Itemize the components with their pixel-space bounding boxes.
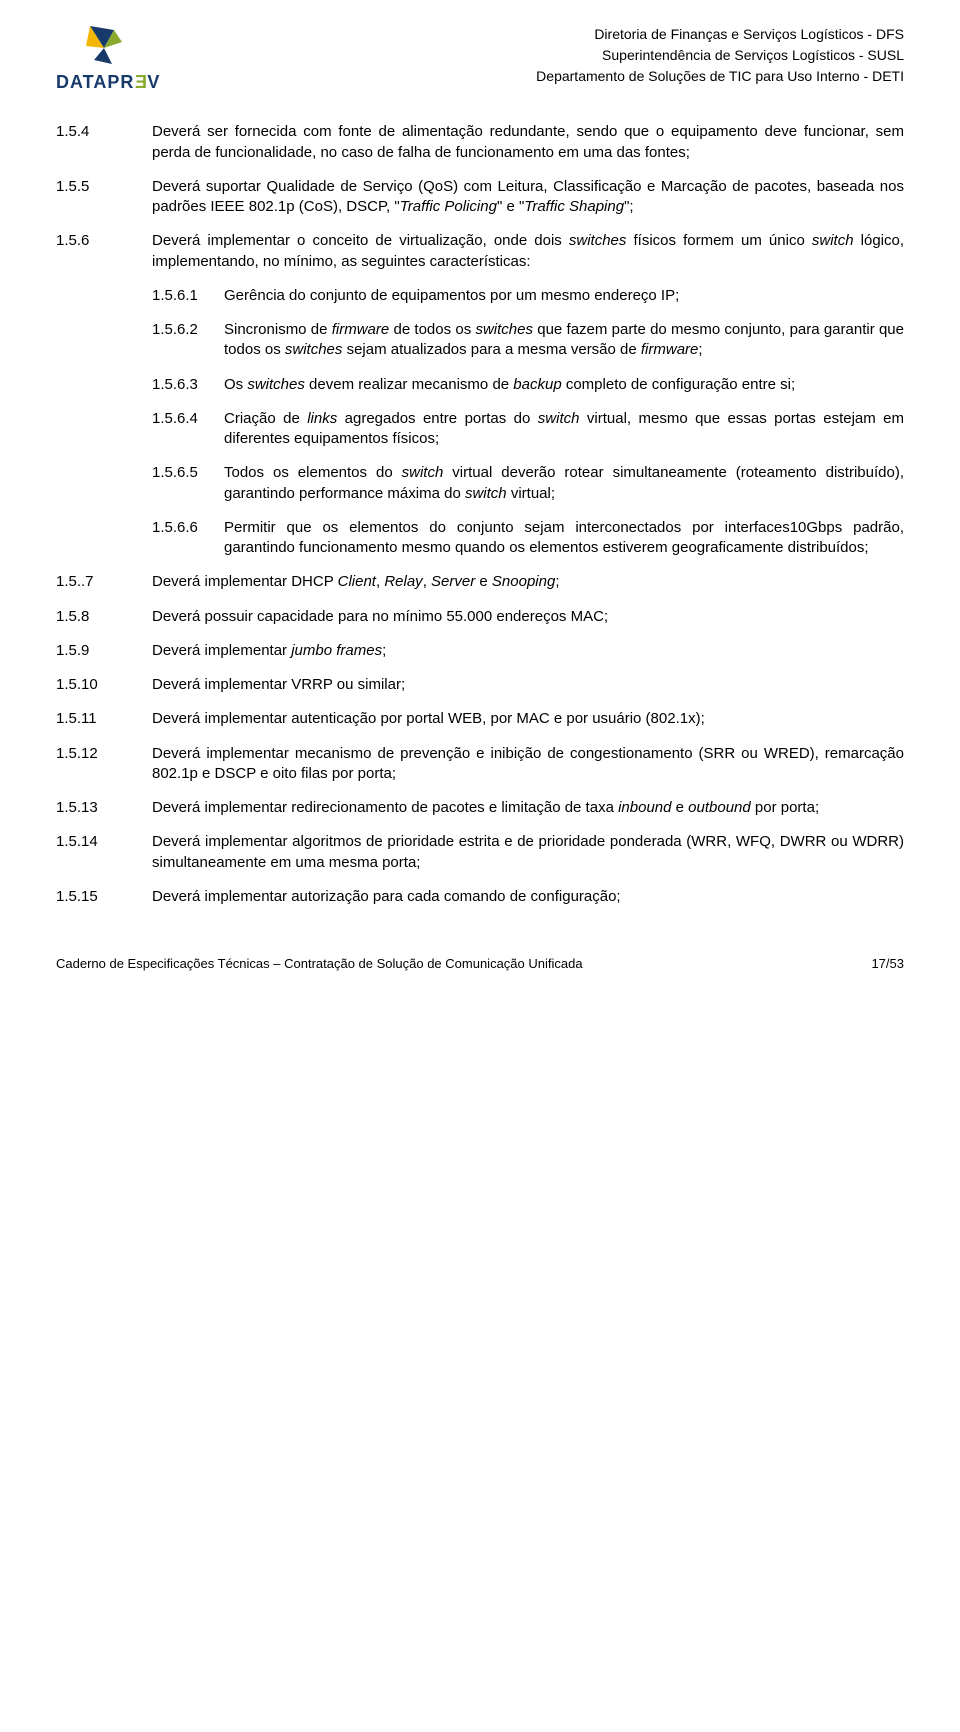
spec-item: 1.5.12 Deverá implementar mecanismo de p… xyxy=(56,744,904,785)
spec-item: 1.5.8 Deverá possuir capacidade para no … xyxy=(56,607,904,627)
spec-item: 1.5.13 Deverá implementar redirecionamen… xyxy=(56,798,904,818)
item-number: 1.5.11 xyxy=(56,709,152,729)
item-number: 1.5.10 xyxy=(56,675,152,695)
item-text: Deverá implementar o conceito de virtual… xyxy=(152,231,904,272)
item-number: 1.5..7 xyxy=(56,572,152,592)
spec-subitem: 1.5.6.4 Criação de links agregados entre… xyxy=(152,409,904,450)
item-text: Todos os elementos do switch virtual dev… xyxy=(224,463,904,504)
item-number: 1.5.6.4 xyxy=(152,409,224,450)
header-line: Departamento de Soluções de TIC para Uso… xyxy=(536,66,904,87)
item-number: 1.5.5 xyxy=(56,177,152,218)
item-number: 1.5.8 xyxy=(56,607,152,627)
spec-item: 1.5.10 Deverá implementar VRRP ou simila… xyxy=(56,675,904,695)
item-text: Os switches devem realizar mecanismo de … xyxy=(224,375,904,395)
item-text: Sincronismo de firmware de todos os swit… xyxy=(224,320,904,361)
item-number: 1.5.15 xyxy=(56,887,152,907)
header-org-lines: Diretoria de Finanças e Serviços Logísti… xyxy=(536,24,904,87)
spec-item: 1.5.6 Deverá implementar o conceito de v… xyxy=(56,231,904,272)
item-number: 1.5.6.5 xyxy=(152,463,224,504)
item-number: 1.5.4 xyxy=(56,122,152,163)
spec-item: 1.5.11 Deverá implementar autenticação p… xyxy=(56,709,904,729)
page-footer: Caderno de Especificações Técnicas – Con… xyxy=(56,955,904,973)
item-text: Deverá suportar Qualidade de Serviço (Qo… xyxy=(152,177,904,218)
item-number: 1.5.6.6 xyxy=(152,518,224,559)
item-text: Permitir que os elementos do conjunto se… xyxy=(224,518,904,559)
item-number: 1.5.13 xyxy=(56,798,152,818)
spec-subitem: 1.5.6.3 Os switches devem realizar mecan… xyxy=(152,375,904,395)
logo-icon xyxy=(84,24,124,68)
item-text: Deverá implementar DHCP Client, Relay, S… xyxy=(152,572,904,592)
spec-subitem: 1.5.6.1 Gerência do conjunto de equipame… xyxy=(152,286,904,306)
item-text: Gerência do conjunto de equipamentos por… xyxy=(224,286,904,306)
spec-subitem: 1.5.6.2 Sincronismo de firmware de todos… xyxy=(152,320,904,361)
logo-block: DATAPREV xyxy=(56,24,160,94)
header-line: Diretoria de Finanças e Serviços Logísti… xyxy=(536,24,904,45)
spec-item: 1.5.4 Deverá ser fornecida com fonte de … xyxy=(56,122,904,163)
item-text: Deverá possuir capacidade para no mínimo… xyxy=(152,607,904,627)
item-text: Deverá ser fornecida com fonte de alimen… xyxy=(152,122,904,163)
item-text: Deverá implementar algoritmos de priorid… xyxy=(152,832,904,873)
footer-title: Caderno de Especificações Técnicas – Con… xyxy=(56,955,583,973)
item-text: Deverá implementar autenticação por port… xyxy=(152,709,904,729)
spec-subitem: 1.5.6.6 Permitir que os elementos do con… xyxy=(152,518,904,559)
spec-item: 1.5.9 Deverá implementar jumbo frames; xyxy=(56,641,904,661)
item-text: Deverá implementar jumbo frames; xyxy=(152,641,904,661)
item-text: Criação de links agregados entre portas … xyxy=(224,409,904,450)
brand-flip-letter: E xyxy=(134,70,147,94)
item-number: 1.5.6.1 xyxy=(152,286,224,306)
sub-items: 1.5.6.1 Gerência do conjunto de equipame… xyxy=(152,286,904,559)
item-text: Deverá implementar mecanismo de prevençã… xyxy=(152,744,904,785)
spec-item: 1.5.15 Deverá implementar autorização pa… xyxy=(56,887,904,907)
item-number: 1.5.9 xyxy=(56,641,152,661)
spec-item: 1.5.14 Deverá implementar algoritmos de … xyxy=(56,832,904,873)
item-text: Deverá implementar autorização para cada… xyxy=(152,887,904,907)
item-number: 1.5.12 xyxy=(56,744,152,785)
brand-suffix: V xyxy=(147,72,160,92)
spec-item: 1.5..7 Deverá implementar DHCP Client, R… xyxy=(56,572,904,592)
item-number: 1.5.6.3 xyxy=(152,375,224,395)
item-text: Deverá implementar redirecionamento de p… xyxy=(152,798,904,818)
item-number: 1.5.6 xyxy=(56,231,152,272)
page-number: 17/53 xyxy=(871,955,904,973)
page-header: DATAPREV Diretoria de Finanças e Serviço… xyxy=(56,24,904,94)
item-number: 1.5.14 xyxy=(56,832,152,873)
header-line: Superintendência de Serviços Logísticos … xyxy=(536,45,904,66)
item-number: 1.5.6.2 xyxy=(152,320,224,361)
spec-subitem: 1.5.6.5 Todos os elementos do switch vir… xyxy=(152,463,904,504)
brand-prefix: DATAPR xyxy=(56,72,134,92)
spec-item: 1.5.5 Deverá suportar Qualidade de Servi… xyxy=(56,177,904,218)
brand-text: DATAPREV xyxy=(56,70,160,94)
document-body: 1.5.4 Deverá ser fornecida com fonte de … xyxy=(56,122,904,907)
item-text: Deverá implementar VRRP ou similar; xyxy=(152,675,904,695)
